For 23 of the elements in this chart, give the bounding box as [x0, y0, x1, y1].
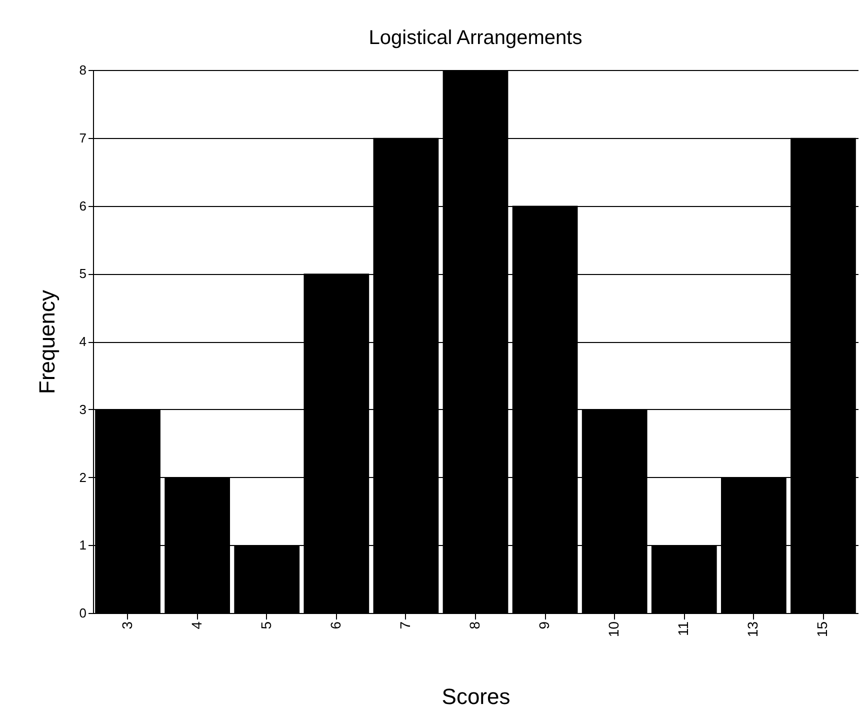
y-tick-label: 7	[79, 130, 86, 146]
y-tick-label: 4	[79, 334, 86, 349]
y-tick-label: 8	[79, 62, 86, 78]
y-tick-label: 1	[79, 538, 86, 553]
x-tick-label: 6	[327, 621, 344, 630]
x-tick-label: 7	[396, 621, 413, 630]
y-tick-label: 3	[79, 402, 86, 417]
x-tick-label: 13	[744, 621, 761, 638]
chart-title: Logistical Arrangements	[368, 27, 582, 49]
x-tick-label: 10	[606, 621, 622, 638]
x-tick-label: 11	[675, 621, 692, 636]
y-axis-title: Frequency	[34, 290, 60, 394]
x-tick-label: 3	[118, 621, 135, 630]
y-tick-label: 2	[79, 470, 86, 485]
x-tick-label: 4	[188, 621, 204, 630]
x-tick-label: 8	[466, 621, 482, 630]
y-tick-label: 5	[79, 266, 86, 282]
x-tick-label: 9	[536, 621, 552, 630]
y-tick-label: 6	[79, 198, 86, 214]
x-tick-label: 5	[258, 621, 274, 630]
y-tick-label: 0	[79, 606, 86, 620]
x-tick-label: 15	[814, 621, 830, 638]
x-axis-title: Scores	[442, 684, 510, 710]
